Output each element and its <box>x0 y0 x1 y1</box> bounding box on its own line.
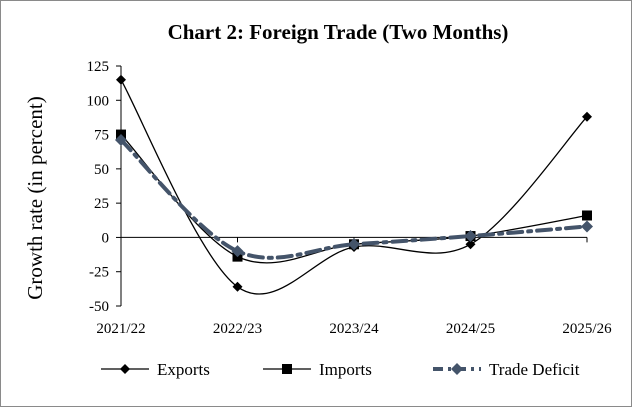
series-trade-deficit <box>115 134 593 260</box>
x-tick-label: 2021/22 <box>96 321 145 337</box>
legend-imports-marker <box>282 364 292 374</box>
series-layer <box>115 74 593 295</box>
legend-imports-label: Imports <box>319 360 372 379</box>
trade-deficit-point <box>115 134 127 147</box>
y-tick-label: 25 <box>94 196 109 212</box>
exports-point <box>465 239 476 250</box>
y-tick-label: 50 <box>94 162 109 178</box>
y-tick-label: 125 <box>87 59 110 75</box>
trade-deficit-point <box>231 245 244 258</box>
y-axis-label: Growth rate (in percent) <box>23 96 47 300</box>
trade-deficit-point <box>348 238 360 251</box>
axes: -50 -25 0 25 50 75 100 125 2021/22 2022/23 2023/24… <box>87 59 613 337</box>
x-tick-label: 2022/23 <box>213 321 262 337</box>
y-tick-label: 100 <box>87 93 110 109</box>
legend: Exports Imports Trade Deficit <box>101 360 580 379</box>
exports-point <box>116 74 126 85</box>
legend-trade-deficit-marker <box>451 363 463 375</box>
trade-deficit-point <box>464 230 477 243</box>
chart-title: Chart 2: Foreign Trade (Two Months) <box>168 20 509 44</box>
imports-point <box>582 210 592 221</box>
y-tick-label: -25 <box>89 265 109 281</box>
y-tick-label: 75 <box>94 128 109 144</box>
exports-line <box>120 79 588 295</box>
legend-trade-deficit-label: Trade Deficit <box>489 360 580 379</box>
y-tick-label: 0 <box>102 230 110 246</box>
trade-deficit-point <box>581 220 593 233</box>
series-exports <box>116 74 592 295</box>
y-tick-label: -50 <box>89 299 109 315</box>
legend-exports-label: Exports <box>157 360 210 379</box>
exports-point <box>232 281 243 292</box>
legend-exports-marker <box>120 364 130 374</box>
x-tick-label: 2024/25 <box>446 321 495 337</box>
x-tick-label: 2023/24 <box>329 321 379 337</box>
y-axis-label-group: Growth rate (in percent) <box>23 96 47 300</box>
x-tick-label: 2025/26 <box>562 321 612 337</box>
exports-point <box>582 111 592 122</box>
